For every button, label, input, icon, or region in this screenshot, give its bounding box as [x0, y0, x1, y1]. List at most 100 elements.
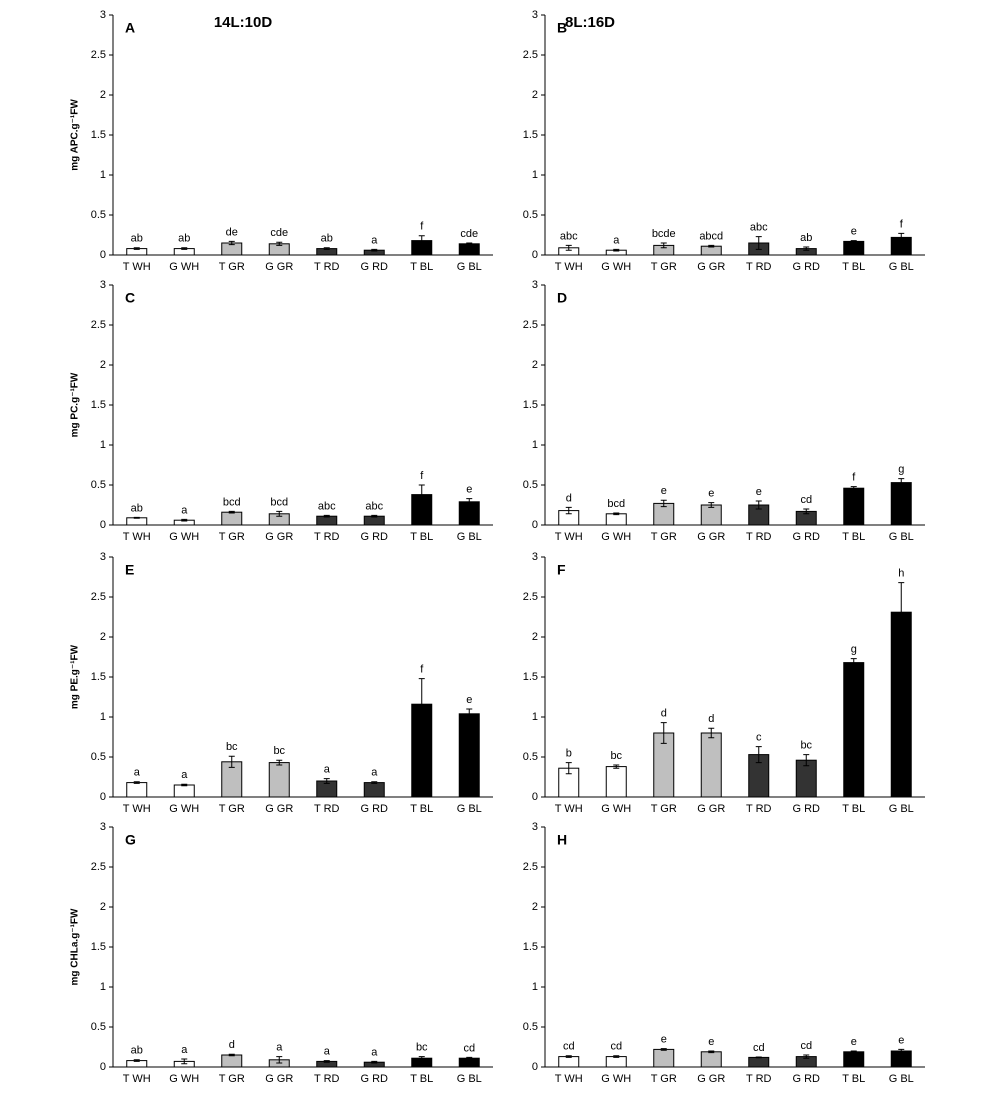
y-tick-label: 0	[532, 249, 538, 261]
bar	[605, 1056, 627, 1068]
significance-letter: a	[371, 767, 378, 779]
significance-letter: a	[134, 767, 141, 779]
significance-letter: a	[613, 234, 620, 246]
error-bar	[133, 781, 140, 784]
significance-letter: e	[466, 694, 472, 706]
error-bar	[708, 244, 715, 248]
y-tick-label: 0	[100, 1061, 106, 1073]
y-tick-label: 3	[100, 551, 106, 563]
significance-letter: ab	[131, 233, 143, 245]
bar	[363, 515, 385, 526]
y-tick-label: 0	[532, 1061, 538, 1073]
x-tick-label: G BL	[457, 261, 482, 273]
error-bar	[276, 759, 283, 766]
significance-letter: ab	[178, 233, 190, 245]
y-tick-label: 1.5	[523, 399, 538, 411]
bar	[458, 713, 480, 798]
significance-letter: f	[420, 664, 424, 676]
panel-letter: C	[125, 290, 135, 306]
error-bar	[276, 510, 283, 517]
significance-letter: cde	[270, 227, 288, 239]
y-tick-label: 0	[532, 519, 538, 531]
panel-letter: D	[557, 290, 567, 306]
bar	[890, 482, 912, 526]
y-tick-label: 2	[100, 89, 106, 101]
bar	[458, 1057, 480, 1068]
bar	[126, 782, 148, 798]
significance-letter: e	[851, 1036, 857, 1048]
significance-letter: d	[708, 713, 714, 725]
x-tick-label: G RD	[793, 803, 821, 815]
significance-letter: bcd	[270, 496, 288, 508]
x-tick-label: G GR	[265, 1073, 293, 1085]
error-bar	[466, 708, 473, 720]
significance-letter: f	[900, 218, 904, 230]
y-tick-label: 2	[532, 359, 538, 371]
significance-letter: e	[661, 485, 667, 497]
x-tick-label: T RD	[314, 1073, 340, 1085]
bar	[843, 662, 865, 798]
significance-letter: d	[229, 1039, 235, 1051]
significance-letter: cd	[563, 1041, 575, 1053]
y-tick-label: 0.5	[91, 751, 106, 763]
error-bar	[755, 500, 762, 510]
x-tick-label: G RD	[361, 531, 389, 543]
significance-letter: a	[371, 1046, 378, 1058]
y-tick-label: 2.5	[91, 591, 106, 603]
x-tick-label: T GR	[219, 803, 245, 815]
error-bar	[755, 746, 762, 764]
bar	[653, 1048, 675, 1068]
significance-letter: a	[324, 1046, 331, 1058]
bar	[748, 1056, 770, 1068]
significance-letter: bc	[416, 1042, 428, 1054]
x-tick-label: T GR	[219, 261, 245, 273]
x-tick-label: G GR	[697, 803, 725, 815]
error-bar	[803, 246, 810, 251]
bar	[843, 240, 865, 256]
significance-letter: cd	[610, 1041, 622, 1053]
x-tick-label: G BL	[889, 531, 914, 543]
y-tick-label: 1.5	[91, 941, 106, 953]
significance-letter: a	[371, 234, 378, 246]
y-axis-label: mg CHLa.g⁻¹FW	[70, 908, 81, 985]
error-bar	[613, 764, 620, 769]
y-tick-label: 2.5	[91, 49, 106, 61]
y-tick-label: 0	[100, 249, 106, 261]
significance-letter: b	[566, 748, 572, 760]
error-bar	[418, 235, 425, 246]
error-bar	[418, 678, 425, 731]
significance-letter: e	[756, 486, 762, 498]
x-tick-label: G WH	[169, 1073, 199, 1085]
error-bar	[228, 240, 235, 246]
error-bar	[898, 232, 905, 242]
bar	[173, 784, 195, 798]
column-title: 14L:10D	[214, 14, 273, 31]
error-bar	[660, 499, 667, 508]
x-tick-label: T GR	[219, 1073, 245, 1085]
error-bar	[755, 1056, 762, 1059]
y-tick-label: 1	[532, 439, 538, 451]
error-bar	[418, 1056, 425, 1061]
x-tick-label: G WH	[169, 531, 199, 543]
y-tick-label: 0.5	[523, 1021, 538, 1033]
x-tick-label: T BL	[410, 261, 433, 273]
x-tick-label: G BL	[889, 261, 914, 273]
x-tick-label: T RD	[746, 261, 772, 273]
y-tick-label: 0.5	[91, 209, 106, 221]
significance-letter: ab	[131, 502, 143, 514]
significance-letter: d	[566, 492, 572, 504]
x-tick-label: G RD	[361, 803, 389, 815]
y-tick-label: 0.5	[523, 751, 538, 763]
y-tick-label: 3	[100, 821, 106, 833]
significance-letter: abc	[750, 222, 768, 234]
y-tick-label: 1	[532, 981, 538, 993]
error-bar	[228, 755, 235, 768]
bar	[605, 513, 627, 526]
significance-letter: cd	[800, 1040, 812, 1052]
error-bar	[803, 508, 810, 515]
significance-letter: bcd	[223, 496, 241, 508]
x-tick-label: T BL	[842, 261, 865, 273]
y-tick-label: 1.5	[523, 941, 538, 953]
x-tick-label: G GR	[265, 531, 293, 543]
